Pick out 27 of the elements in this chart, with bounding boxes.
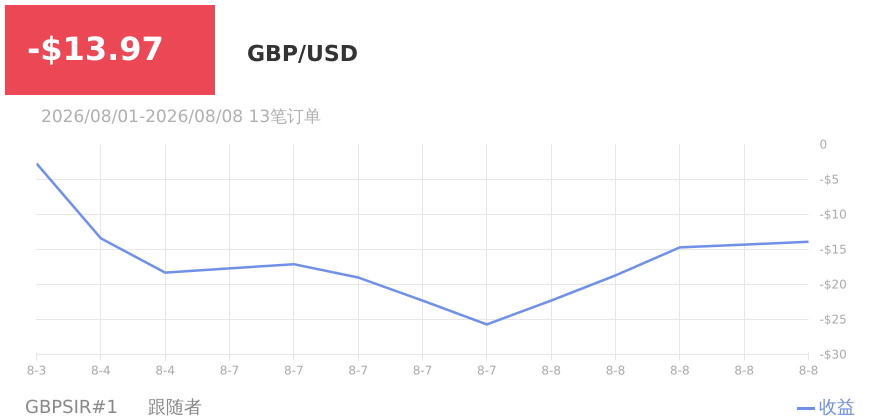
text: -$13.97	[27, 29, 164, 70]
chart-title: GBP/USD	[247, 41, 358, 69]
x-tick-label: 8-4	[91, 364, 111, 378]
text: GBPSIR#1	[25, 397, 118, 418]
text: 跟随者	[148, 397, 202, 418]
y-tick-label: -$15	[820, 242, 847, 256]
y-tick-label: -$20	[820, 278, 847, 292]
x-tick-label: 8-8	[541, 364, 561, 378]
x-tick-label: 8-8	[606, 364, 626, 378]
legend-label: 收益	[819, 397, 855, 418]
x-tick-label: 8-3	[26, 364, 46, 378]
x-tick-label: 8-7	[412, 364, 432, 378]
x-tick-label: 8-8	[734, 364, 754, 378]
x-tick-label: 8-7	[220, 364, 240, 378]
x-tick-label: 8-8	[670, 364, 690, 378]
x-tick-label: 8-4	[155, 364, 175, 378]
line-series	[36, 162, 808, 326]
x-tick-label: 8-7	[284, 364, 304, 378]
y-tick-label: -$5	[820, 172, 840, 186]
chart-subtitle: 2026/08/01-2026/08/08 13笔订单	[41, 106, 322, 129]
y-tick-label: -$30	[820, 348, 847, 362]
x-tick-label: 8-7	[477, 364, 497, 378]
y-tick-label: 0	[820, 138, 828, 152]
y-tick-label: -$10	[820, 208, 847, 222]
x-tick-label: 8-7	[348, 364, 368, 378]
y-tick-label: -$25	[820, 312, 847, 326]
x-tick-label: 8-8	[798, 364, 818, 378]
